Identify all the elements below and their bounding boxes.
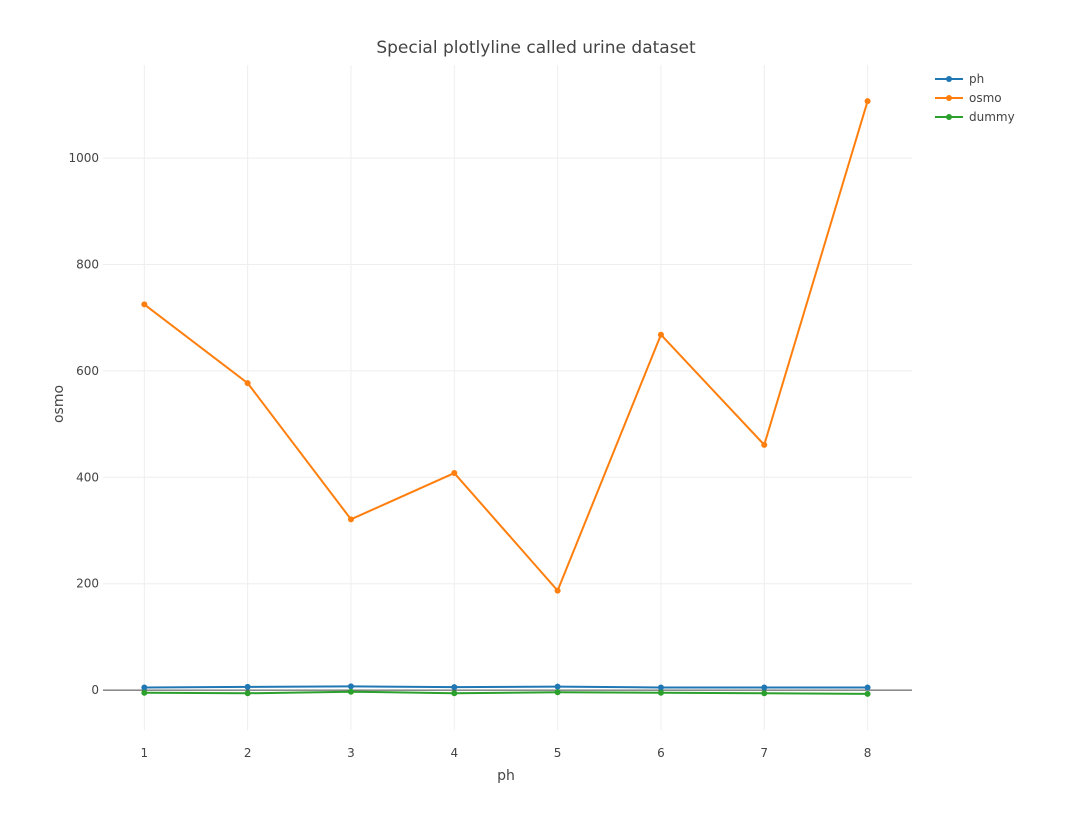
y-tick-label: 0 — [91, 683, 99, 697]
data-point-osmo[interactable] — [347, 516, 354, 523]
data-point-dummy[interactable] — [451, 690, 458, 697]
data-point-dummy[interactable] — [141, 689, 148, 696]
x-tick-label: 1 — [141, 746, 149, 760]
y-tick-label: 1000 — [68, 151, 99, 165]
data-point-osmo[interactable] — [864, 98, 871, 105]
y-tick-label: 600 — [76, 364, 99, 378]
series-line-ph — [144, 685, 868, 689]
data-point-osmo[interactable] — [657, 331, 664, 338]
series-line-dummy — [144, 690, 868, 695]
legend-swatch-marker — [946, 76, 952, 82]
x-axis-title: ph — [497, 768, 515, 784]
axes: 1 2 3 4 5 6 7 8 0 200 400 600 800 1000 — [68, 151, 912, 760]
series-line-osmo — [143, 100, 869, 592]
series — [141, 98, 871, 697]
legend-item-osmo[interactable]: osmo — [935, 91, 1002, 105]
x-tick-label: 5 — [554, 746, 562, 760]
chart-title: Special plotlyline called urine dataset — [376, 38, 696, 58]
series-dummy — [141, 688, 871, 697]
legend[interactable]: ph osmo dummy — [935, 72, 1015, 124]
data-point-osmo[interactable] — [141, 301, 148, 308]
data-point-dummy[interactable] — [554, 689, 561, 696]
data-point-ph[interactable] — [451, 684, 458, 691]
data-point-dummy[interactable] — [244, 690, 251, 697]
y-tick-label: 200 — [76, 577, 99, 591]
legend-label: dummy — [969, 110, 1015, 124]
x-tick-label: 3 — [347, 746, 355, 760]
legend-item-dummy[interactable]: dummy — [935, 110, 1015, 124]
data-point-osmo[interactable] — [761, 441, 768, 448]
data-point-dummy[interactable] — [347, 688, 354, 695]
data-point-osmo[interactable] — [554, 587, 561, 594]
series-osmo — [141, 98, 871, 594]
legend-swatch-marker — [946, 114, 952, 120]
legend-item-ph[interactable]: ph — [935, 72, 984, 86]
data-point-dummy[interactable] — [761, 690, 768, 697]
y-tick-label: 800 — [76, 258, 99, 272]
x-tick-label: 7 — [760, 746, 768, 760]
legend-label: ph — [969, 72, 984, 86]
x-tick-label: 4 — [450, 746, 458, 760]
data-point-ph[interactable] — [554, 683, 561, 690]
grid — [103, 65, 912, 730]
data-point-ph[interactable] — [761, 684, 768, 691]
x-tick-label: 2 — [244, 746, 252, 760]
data-point-dummy[interactable] — [864, 690, 871, 697]
data-point-ph[interactable] — [657, 684, 664, 691]
data-point-osmo[interactable] — [244, 380, 251, 387]
x-tick-label: 8 — [864, 746, 872, 760]
legend-swatch-marker — [946, 95, 952, 101]
data-point-osmo[interactable] — [451, 470, 458, 477]
data-point-ph[interactable] — [244, 683, 251, 690]
y-tick-label: 400 — [76, 470, 99, 484]
x-tick-label: 6 — [657, 746, 665, 760]
series-ph — [141, 683, 871, 691]
data-point-ph[interactable] — [141, 684, 148, 691]
data-point-dummy[interactable] — [657, 689, 664, 696]
data-point-ph[interactable] — [864, 684, 871, 691]
data-point-ph[interactable] — [347, 683, 354, 690]
y-axis-title: osmo — [51, 385, 67, 423]
legend-label: osmo — [969, 91, 1002, 105]
